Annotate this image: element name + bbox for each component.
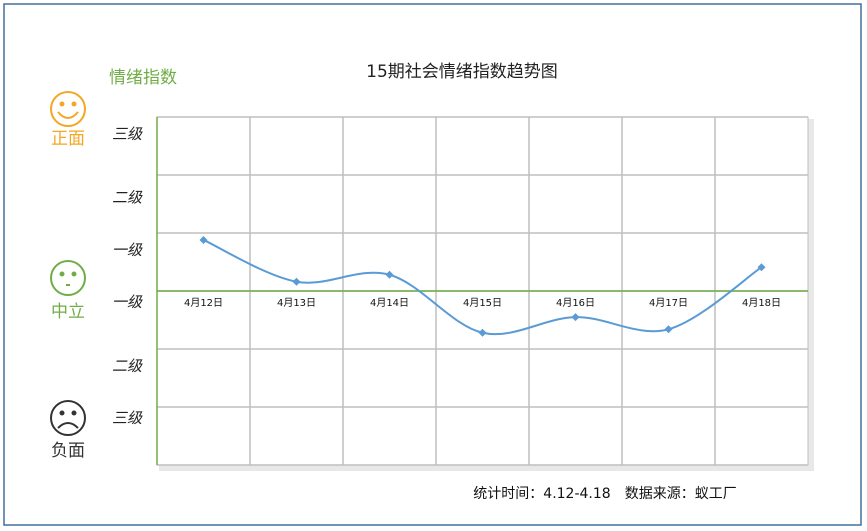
y-tick-label: 二级 (112, 189, 143, 207)
face-neutral (50, 260, 86, 296)
x-tick-label: 4月17日 (649, 297, 688, 309)
marker (199, 235, 208, 244)
marker (571, 313, 580, 322)
y-tick-label: 一级 (112, 241, 143, 259)
annotation: 正面 (51, 129, 85, 149)
x-tick-label: 4月16日 (556, 297, 595, 309)
face-positive (50, 91, 86, 127)
marker (478, 328, 487, 337)
y-tick-label: 二级 (112, 357, 143, 375)
marker (664, 325, 673, 334)
x-tick-label: 4月15日 (463, 297, 502, 309)
chart-title: 15期社会情绪指数趋势图 (366, 62, 558, 82)
x-tick-label: 4月13日 (277, 297, 316, 309)
y-tick-label: 一级 (112, 293, 143, 311)
marker (385, 270, 394, 279)
marker (757, 263, 766, 272)
y-axis-label: 情绪指数 (109, 68, 177, 88)
marker (292, 277, 301, 286)
annotation: 负面 (51, 441, 85, 461)
face-negative (50, 400, 86, 436)
y-tick-label: 三级 (112, 125, 143, 143)
footer: 统计时间：4.12-4.18 数据来源：蚁工厂 (473, 486, 736, 502)
y-tick-label: 三级 (112, 409, 143, 427)
x-tick-label: 4月18日 (742, 297, 781, 309)
annotation: 中立 (51, 302, 85, 322)
x-tick-label: 4月14日 (370, 297, 409, 309)
x-tick-label: 4月12日 (184, 297, 223, 309)
